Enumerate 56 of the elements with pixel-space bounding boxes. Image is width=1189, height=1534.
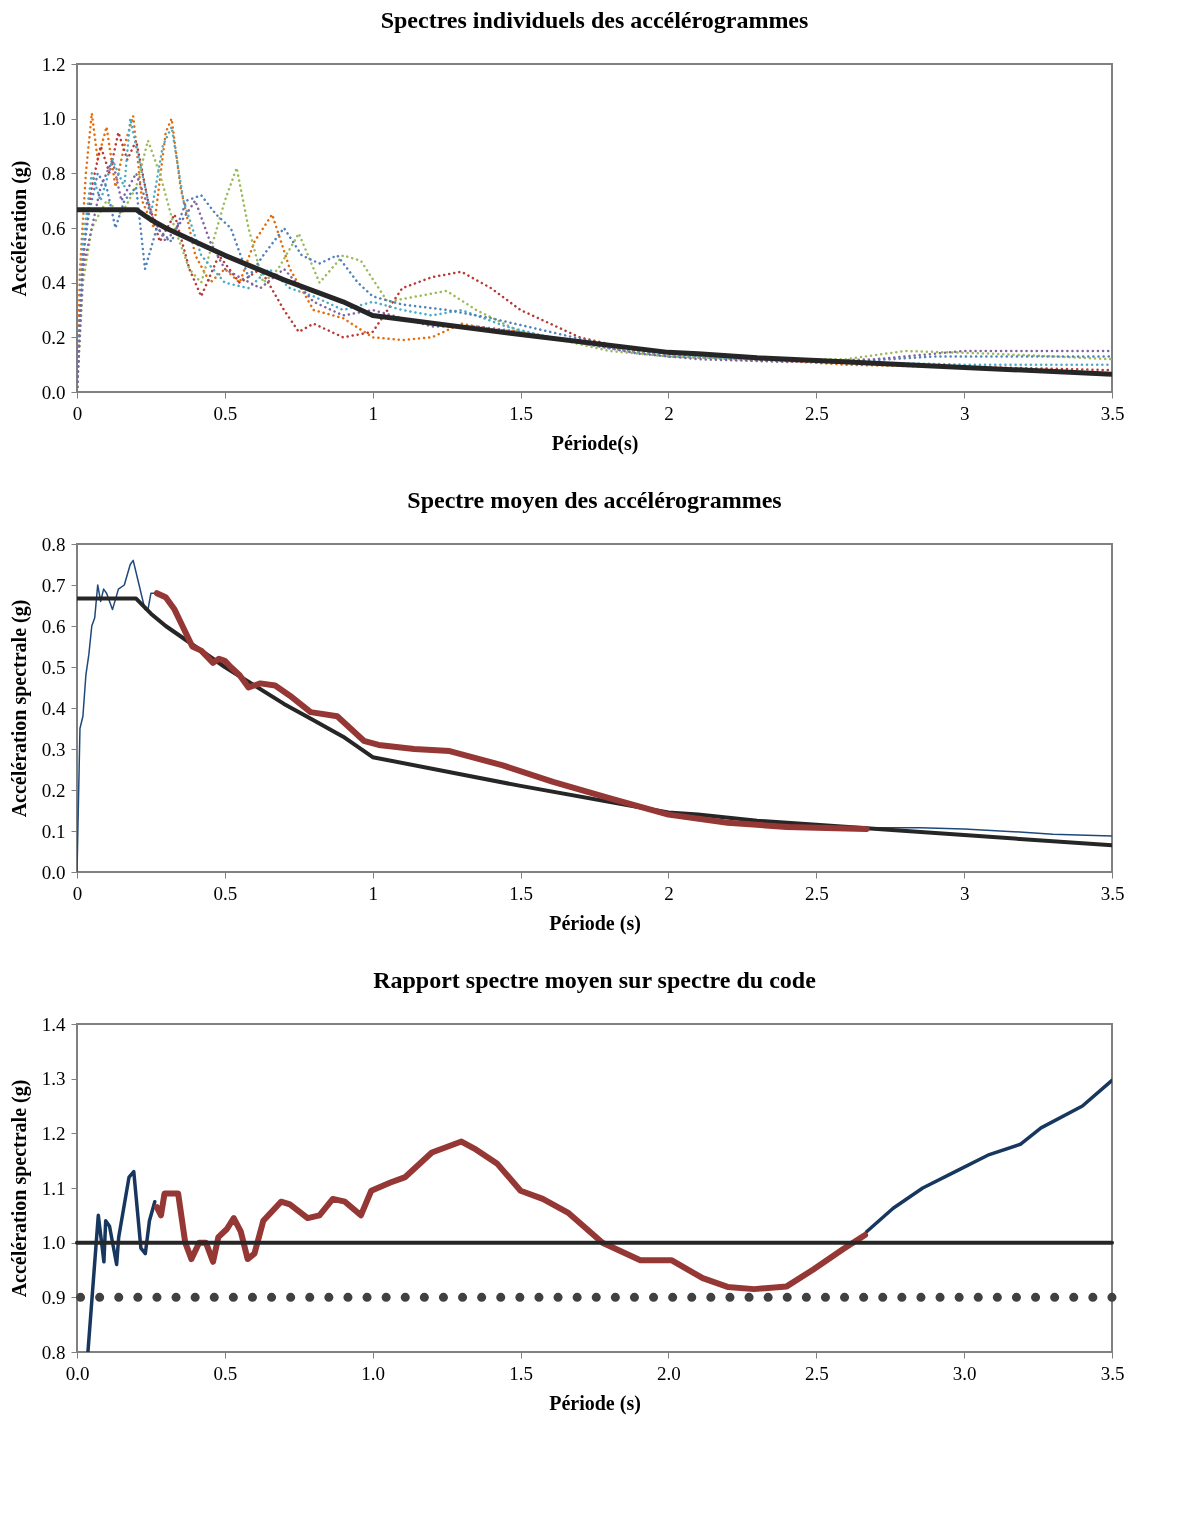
y-tick-label: 0.2: [41, 779, 66, 801]
x-tick-label: 1: [368, 882, 378, 904]
y-tick-label: 0.8: [41, 162, 66, 184]
x-tick-label: 2: [664, 402, 674, 424]
x-tick-label: 0.5: [213, 1362, 238, 1384]
y-tick-label: 1.0: [41, 108, 66, 130]
y-axis-title: Accélération spectrale (g): [7, 1079, 31, 1298]
y-tick-label: 0.0: [41, 861, 66, 883]
x-tick-label: 1.0: [361, 1362, 386, 1384]
x-tick-label: 0.0: [65, 1362, 90, 1384]
y-tick-label: 0.4: [41, 272, 66, 294]
x-tick-label: 2.5: [804, 402, 829, 424]
y-tick-label: 0.5: [41, 656, 66, 678]
y-tick-label: 0.7: [41, 574, 66, 596]
y-tick-label: 0.9: [41, 1286, 66, 1308]
x-tick-label: 2.5: [804, 882, 829, 904]
y-axis-title: Accélération (g): [7, 160, 31, 297]
chart-title: Spectres individuels des accélérogrammes: [380, 7, 809, 33]
y-tick-label: 1.1: [41, 1177, 66, 1199]
y-tick-label: 0.0: [41, 381, 66, 403]
chart-title: Spectre moyen des accélérogrammes: [407, 487, 782, 513]
x-tick-label: 3.5: [1100, 1362, 1125, 1384]
y-tick-label: 1.0: [41, 1232, 66, 1254]
y-tick-label: 1.2: [41, 1122, 66, 1144]
x-tick-label: 3.5: [1100, 402, 1125, 424]
x-tick-label: 1.5: [509, 882, 533, 904]
y-tick-label: 1.2: [41, 53, 66, 75]
x-tick-label: 1.5: [509, 402, 533, 424]
x-tick-label: 0: [72, 882, 83, 904]
y-axis-title: Accélération spectrale (g): [7, 599, 31, 818]
x-tick-label: 3.0: [952, 1362, 977, 1384]
x-tick-label: 2.5: [804, 1362, 829, 1384]
y-tick-label: 1.3: [41, 1068, 66, 1090]
x-tick-label: 1.5: [509, 1362, 533, 1384]
y-tick-label: 0.8: [41, 1341, 66, 1363]
chart-title: Rapport spectre moyen sur spectre du code: [373, 967, 817, 993]
x-tick-label: 3: [959, 402, 970, 424]
y-tick-label: 0.6: [41, 217, 66, 239]
x-tick-label: 3: [959, 882, 970, 904]
x-axis-title: Période (s): [549, 1391, 641, 1415]
x-tick-label: 3.5: [1100, 882, 1125, 904]
x-axis-title: Période (s): [549, 911, 641, 935]
x-tick-label: 2: [664, 882, 674, 904]
y-tick-label: 1.4: [41, 1013, 66, 1035]
y-tick-label: 0.3: [41, 738, 66, 760]
y-tick-label: 0.8: [41, 533, 66, 555]
x-tick-label: 0: [72, 402, 83, 424]
x-tick-label: 1: [368, 402, 378, 424]
x-tick-label: 0.5: [213, 402, 238, 424]
x-tick-label: 0.5: [213, 882, 238, 904]
x-axis-title: Période(s): [551, 431, 639, 455]
x-tick-label: 2.0: [657, 1362, 681, 1384]
y-tick-label: 0.2: [41, 326, 66, 348]
y-tick-label: 0.4: [41, 697, 66, 719]
y-tick-label: 0.6: [41, 615, 66, 637]
y-tick-label: 0.1: [41, 820, 66, 842]
